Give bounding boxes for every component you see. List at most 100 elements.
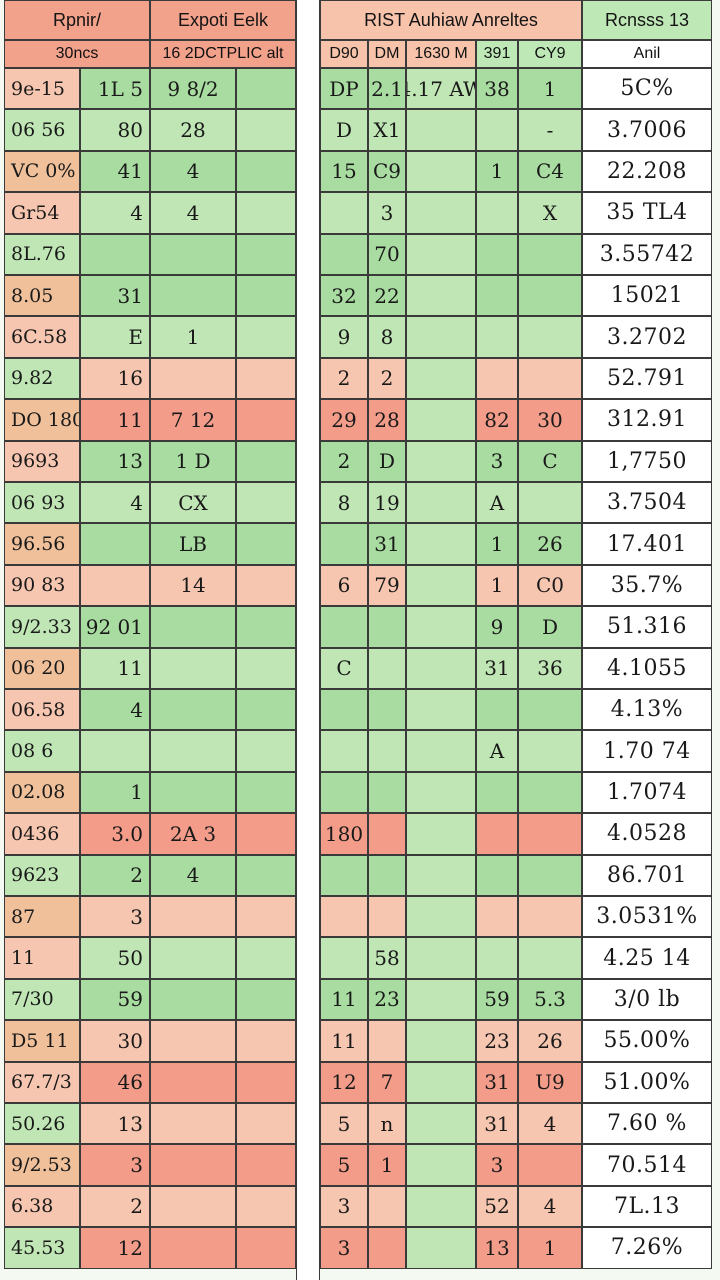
table-cell-d[interactable] (368, 854, 406, 896)
table-cell-a[interactable]: 4 (80, 482, 150, 524)
table-cell-g[interactable]: 26 (518, 523, 582, 565)
table-cell-id[interactable]: 7/30 (4, 978, 80, 1021)
table-cell-id[interactable]: Gr54 (4, 192, 80, 234)
table-cell-e[interactable] (406, 1103, 476, 1145)
table-cell-c[interactable]: D (320, 109, 368, 151)
table-cell-d[interactable]: 79 (368, 564, 406, 607)
table-cell-c[interactable]: 5 (320, 1103, 368, 1145)
table-cell-total[interactable]: 3.55742 (582, 233, 712, 275)
table-cell-g[interactable] (518, 275, 582, 317)
table-cell-f[interactable] (476, 357, 518, 400)
table-cell-d[interactable]: 23 (368, 978, 406, 1021)
table-cell-id[interactable]: 08 6 (4, 730, 80, 772)
table-cell-c[interactable]: 5 (320, 1144, 368, 1186)
table-cell-a[interactable]: 3 (80, 1144, 150, 1186)
table-cell-a[interactable]: 13 (80, 440, 150, 482)
table-cell-b[interactable]: 4 (150, 150, 236, 193)
table-cell-b2[interactable] (236, 1061, 296, 1103)
table-cell-g[interactable] (518, 854, 582, 896)
table-cell-total[interactable]: 86.701 (582, 854, 712, 896)
table-cell-f[interactable]: 59 (476, 978, 518, 1021)
table-cell-total[interactable]: 55.00% (582, 1020, 712, 1062)
table-cell-e[interactable] (406, 440, 476, 482)
table-cell-d[interactable] (368, 896, 406, 938)
table-cell-id[interactable]: 8.05 (4, 275, 80, 317)
table-cell-c[interactable] (320, 233, 368, 275)
table-cell-d[interactable] (368, 771, 406, 814)
table-cell-c[interactable] (320, 606, 368, 648)
table-cell-a[interactable]: 13 (80, 1103, 150, 1145)
table-cell-total[interactable]: 15021 (582, 275, 712, 317)
table-cell-d[interactable]: 22 (368, 275, 406, 317)
table-cell-b2[interactable] (236, 771, 296, 814)
table-cell-c[interactable] (320, 730, 368, 772)
table-cell-c[interactable]: C (320, 647, 368, 689)
table-cell-b[interactable] (150, 896, 236, 938)
table-cell-c[interactable]: 11 (320, 978, 368, 1021)
col-header-3[interactable]: RIST Auhiaw Anreltes (320, 0, 582, 40)
table-cell-a[interactable]: 80 (80, 109, 150, 151)
table-cell-g[interactable]: 30 (518, 399, 582, 441)
table-cell-g[interactable]: 1 (518, 68, 582, 110)
table-cell-g[interactable] (518, 813, 582, 855)
table-cell-g[interactable] (518, 357, 582, 400)
table-cell-total[interactable]: 3/0 lb (582, 978, 712, 1021)
table-cell-g[interactable]: 5.3 (518, 978, 582, 1021)
table-cell-e[interactable] (406, 730, 476, 772)
table-cell-a[interactable]: 3.0 (80, 813, 150, 855)
table-cell-b2[interactable] (236, 606, 296, 648)
table-cell-a[interactable]: 16 (80, 357, 150, 400)
table-cell-b[interactable]: CX (150, 482, 236, 524)
table-cell-total[interactable]: 4.0528 (582, 813, 712, 855)
table-cell-c[interactable] (320, 854, 368, 896)
table-cell-b[interactable] (150, 606, 236, 648)
table-cell-d[interactable] (368, 730, 406, 772)
table-cell-g[interactable]: 4 (518, 1103, 582, 1145)
table-cell-b[interactable]: LB (150, 523, 236, 565)
table-cell-c[interactable]: 8 (320, 482, 368, 524)
table-cell-total[interactable]: 52.791 (582, 357, 712, 400)
table-cell-id[interactable]: 06 56 (4, 109, 80, 151)
table-cell-total[interactable]: 22.208 (582, 150, 712, 193)
table-cell-id[interactable]: 6.38 (4, 1185, 80, 1228)
table-cell-g[interactable]: C4 (518, 150, 582, 193)
table-cell-total[interactable]: 4.1055 (582, 647, 712, 689)
table-cell-e[interactable] (406, 1185, 476, 1228)
table-cell-a[interactable]: 2 (80, 854, 150, 896)
table-cell-g[interactable]: 1 (518, 1227, 582, 1269)
table-cell-e[interactable] (406, 1061, 476, 1103)
table-cell-id[interactable]: 06 20 (4, 647, 80, 689)
table-cell-b[interactable] (150, 730, 236, 772)
table-cell-e[interactable] (406, 937, 476, 979)
table-cell-f[interactable]: 31 (476, 1061, 518, 1103)
table-cell-b[interactable]: 14 (150, 564, 236, 607)
table-cell-f[interactable] (476, 316, 518, 358)
table-cell-d[interactable]: C9 (368, 150, 406, 193)
table-cell-a[interactable]: 11 (80, 399, 150, 441)
table-cell-a[interactable]: 31 (80, 275, 150, 317)
table-cell-id[interactable]: 9623 (4, 854, 80, 896)
table-cell-d[interactable]: 8 (368, 316, 406, 358)
table-cell-total[interactable]: 7.26% (582, 1227, 712, 1269)
table-cell-c[interactable]: 32 (320, 275, 368, 317)
table-cell-g[interactable] (518, 689, 582, 731)
table-cell-b2[interactable] (236, 1020, 296, 1062)
table-cell-f[interactable] (476, 896, 518, 938)
table-cell-id[interactable]: 06 93 (4, 482, 80, 524)
table-cell-d[interactable] (368, 1185, 406, 1228)
table-cell-total[interactable]: 7L.13 (582, 1185, 712, 1228)
table-cell-f[interactable]: 1 (476, 523, 518, 565)
table-cell-c[interactable] (320, 896, 368, 938)
table-cell-c[interactable]: 180 (320, 813, 368, 855)
table-cell-d[interactable]: 28 (368, 399, 406, 441)
table-cell-f[interactable]: 82 (476, 399, 518, 441)
table-cell-g[interactable] (518, 316, 582, 358)
table-cell-f[interactable]: 3 (476, 440, 518, 482)
table-cell-b[interactable]: 4 (150, 192, 236, 234)
table-cell-b2[interactable] (236, 896, 296, 938)
table-cell-a[interactable]: 2 (80, 1185, 150, 1228)
table-cell-id[interactable]: 06.58 (4, 689, 80, 731)
table-cell-total[interactable]: 4.25 14 (582, 937, 712, 979)
table-cell-b2[interactable] (236, 523, 296, 565)
table-cell-g[interactable]: C (518, 440, 582, 482)
